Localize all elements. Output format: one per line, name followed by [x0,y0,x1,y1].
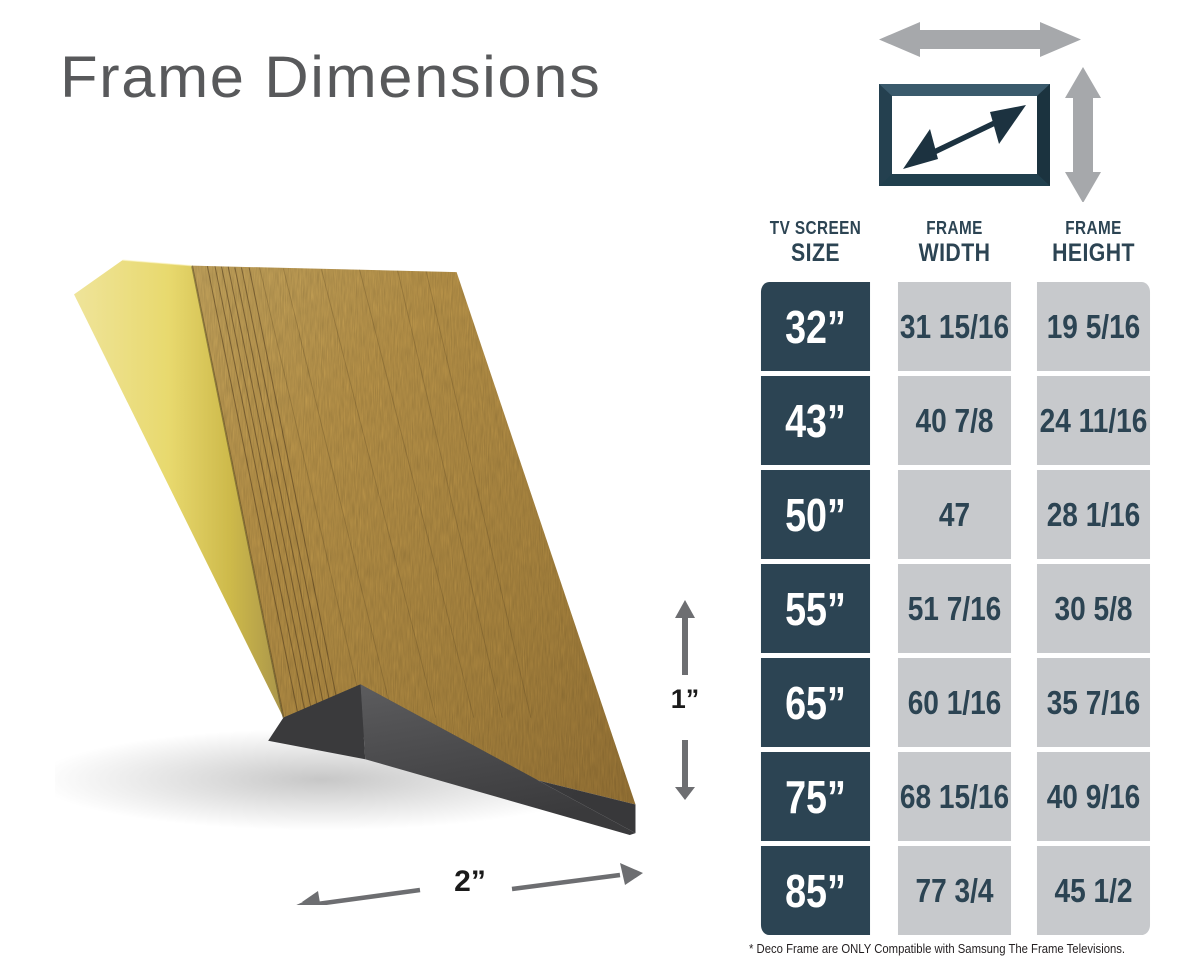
svg-text:2”: 2” [454,865,486,898]
svg-text:1”: 1” [671,684,700,714]
